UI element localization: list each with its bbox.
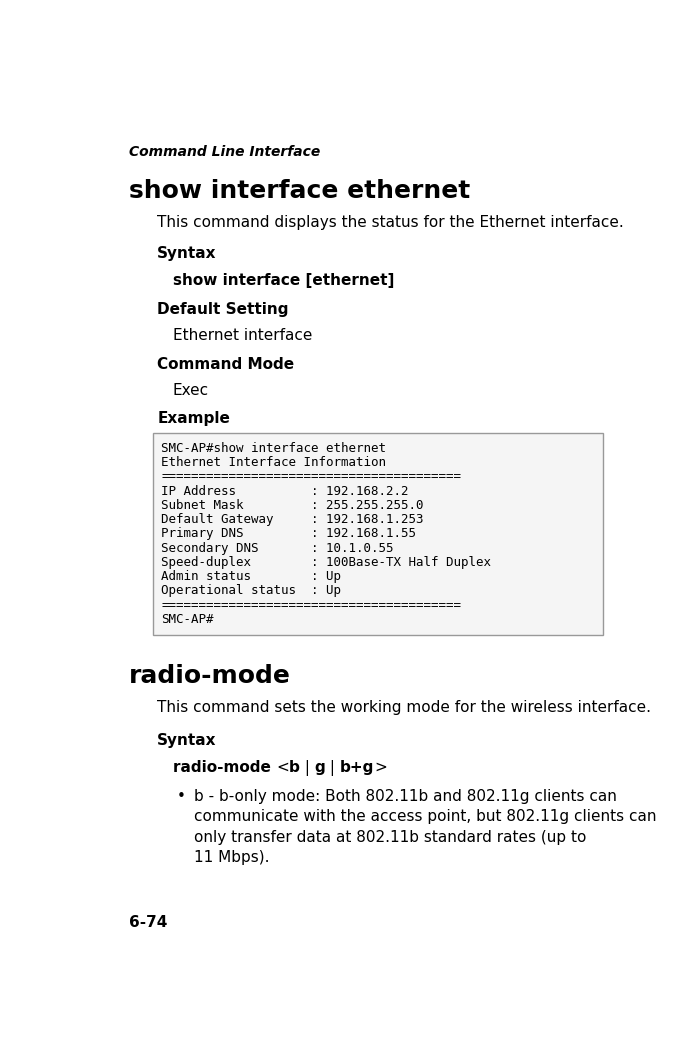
Text: Admin status        : Up: Admin status : Up [161, 570, 341, 583]
Text: Ethernet Interface Information: Ethernet Interface Information [161, 457, 386, 469]
Text: 6-74: 6-74 [129, 915, 167, 930]
Text: show interface [ethernet]: show interface [ethernet] [173, 272, 394, 287]
Text: Example: Example [158, 411, 230, 426]
Text: radio-mode: radio-mode [173, 760, 276, 774]
Text: Primary DNS         : 192.168.1.55: Primary DNS : 192.168.1.55 [161, 527, 416, 541]
Text: communicate with the access point, but 802.11g clients can: communicate with the access point, but 8… [194, 809, 656, 824]
Text: Ethernet interface: Ethernet interface [173, 328, 312, 343]
Text: •: • [176, 789, 186, 804]
Text: >: > [374, 760, 387, 774]
Text: only transfer data at 802.11b standard rates (up to: only transfer data at 802.11b standard r… [194, 830, 586, 845]
Text: SMC-AP#show interface ethernet: SMC-AP#show interface ethernet [161, 442, 386, 454]
Text: |: | [325, 760, 340, 775]
Text: Operational status  : Up: Operational status : Up [161, 585, 341, 598]
Text: |: | [300, 760, 314, 775]
Text: Command Line Interface: Command Line Interface [129, 145, 320, 160]
Text: Syntax: Syntax [158, 246, 217, 261]
Text: 11 Mbps).: 11 Mbps). [194, 850, 270, 865]
Text: b+g: b+g [340, 760, 374, 774]
Text: show interface ethernet: show interface ethernet [129, 179, 470, 203]
Text: ========================================: ======================================== [161, 599, 461, 611]
Text: g: g [314, 760, 325, 774]
Text: This command displays the status for the Ethernet interface.: This command displays the status for the… [158, 215, 624, 229]
Text: IP Address          : 192.168.2.2: IP Address : 192.168.2.2 [161, 485, 409, 498]
Text: Default Gateway     : 192.168.1.253: Default Gateway : 192.168.1.253 [161, 513, 424, 526]
Text: Command Mode: Command Mode [158, 358, 295, 372]
Text: b - b-only mode: Both 802.11b and 802.11g clients can: b - b-only mode: Both 802.11b and 802.11… [194, 789, 617, 804]
Text: Exec: Exec [173, 383, 209, 399]
Text: This command sets the working mode for the wireless interface.: This command sets the working mode for t… [158, 700, 651, 714]
Text: ========================================: ======================================== [161, 470, 461, 484]
Text: Subnet Mask         : 255.255.255.0: Subnet Mask : 255.255.255.0 [161, 499, 424, 512]
Text: Secondary DNS       : 10.1.0.55: Secondary DNS : 10.1.0.55 [161, 542, 393, 554]
FancyBboxPatch shape [153, 432, 603, 634]
Text: radio-mode: radio-mode [129, 664, 290, 688]
Text: Speed-duplex        : 100Base-TX Half Duplex: Speed-duplex : 100Base-TX Half Duplex [161, 555, 491, 569]
Text: Default Setting: Default Setting [158, 302, 288, 317]
Text: SMC-AP#: SMC-AP# [161, 613, 214, 626]
Text: Syntax: Syntax [158, 733, 217, 748]
Text: b: b [288, 760, 300, 774]
Text: <: < [276, 760, 288, 774]
